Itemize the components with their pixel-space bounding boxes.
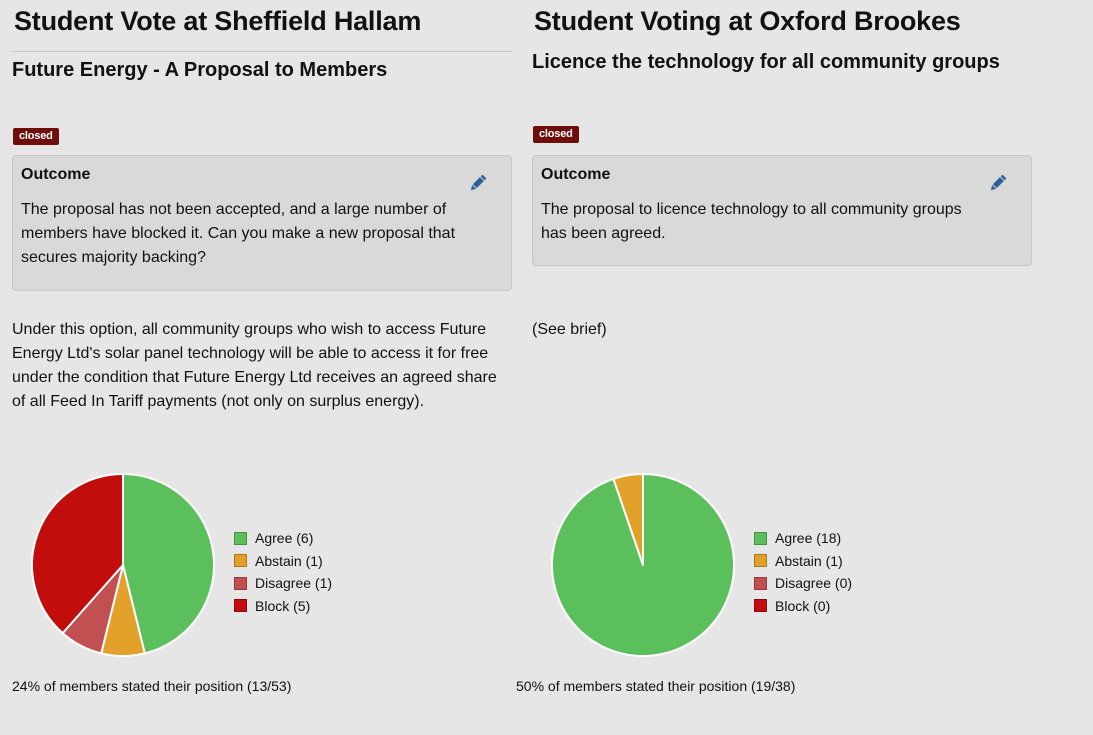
- page-title: Student Vote at Sheffield Hallam: [14, 6, 422, 36]
- legend-item-disagree: Disagree (0): [754, 572, 852, 595]
- participation-stat: 50% of members stated their position (19…: [516, 678, 796, 694]
- pie-legend: Agree (18) Abstain (1) Disagree (0) Bloc…: [754, 527, 852, 617]
- outcome-box: Outcome The proposal has not been accept…: [12, 155, 512, 291]
- legend-label: Agree (18): [775, 530, 842, 547]
- proposal-description: (See brief): [532, 321, 607, 338]
- page-title: Student Voting at Oxford Brookes: [534, 6, 961, 36]
- outcome-box: Outcome The proposal to licence technolo…: [532, 155, 1032, 266]
- legend-swatch-abstain: [754, 554, 767, 568]
- legend-label: Agree (6): [255, 530, 314, 547]
- outcome-heading: Outcome: [541, 166, 611, 183]
- legend-item-block: Block (5): [234, 595, 332, 618]
- participation-stat: 24% of members stated their position (13…: [12, 678, 292, 694]
- pencil-icon[interactable]: [467, 172, 489, 194]
- legend-label: Block (0): [775, 597, 831, 614]
- legend-swatch-agree: [754, 531, 767, 545]
- legend-item-disagree: Disagree (1): [234, 572, 332, 595]
- legend-swatch-disagree: [234, 576, 247, 590]
- legend-swatch-abstain: [234, 554, 247, 568]
- proposal-title: Future Energy - A Proposal to Members: [12, 59, 388, 81]
- legend-item-agree: Agree (6): [234, 527, 332, 550]
- pie-legend: Agree (6) Abstain (1) Disagree (1) Block…: [234, 527, 332, 617]
- legend-label: Disagree (0): [775, 575, 853, 592]
- outcome-text: The proposal has not been accepted, and …: [21, 201, 456, 266]
- title-divider: [12, 51, 512, 52]
- proposal-description: Under this option, all community groups …: [12, 321, 497, 410]
- legend-swatch-block: [234, 599, 247, 613]
- legend-label: Block (5): [255, 597, 311, 614]
- legend-item-agree: Agree (18): [754, 527, 852, 550]
- pie-slice-abstain: [612, 473, 644, 566]
- status-badge: closed: [533, 126, 579, 143]
- vote-pie-chart: [31, 473, 215, 657]
- pie-slice-agree: [122, 473, 215, 655]
- pencil-icon[interactable]: [987, 172, 1009, 194]
- pie-slice-block: [31, 473, 124, 635]
- legend-label: Abstain (1): [775, 552, 843, 569]
- legend-item-abstain: Abstain (1): [234, 550, 332, 573]
- legend-item-block: Block (0): [754, 595, 852, 618]
- vote-pie-chart: [551, 473, 735, 657]
- legend-label: Abstain (1): [255, 552, 323, 569]
- legend-swatch-agree: [234, 531, 247, 545]
- legend-item-abstain: Abstain (1): [754, 550, 852, 573]
- status-badge: closed: [13, 128, 59, 145]
- legend-label: Disagree (1): [255, 575, 333, 592]
- outcome-text: The proposal to licence technology to al…: [541, 201, 962, 242]
- proposal-title: Licence the technology for all community…: [532, 51, 1000, 73]
- outcome-heading: Outcome: [21, 166, 91, 183]
- legend-swatch-block: [754, 599, 767, 613]
- legend-swatch-disagree: [754, 576, 767, 590]
